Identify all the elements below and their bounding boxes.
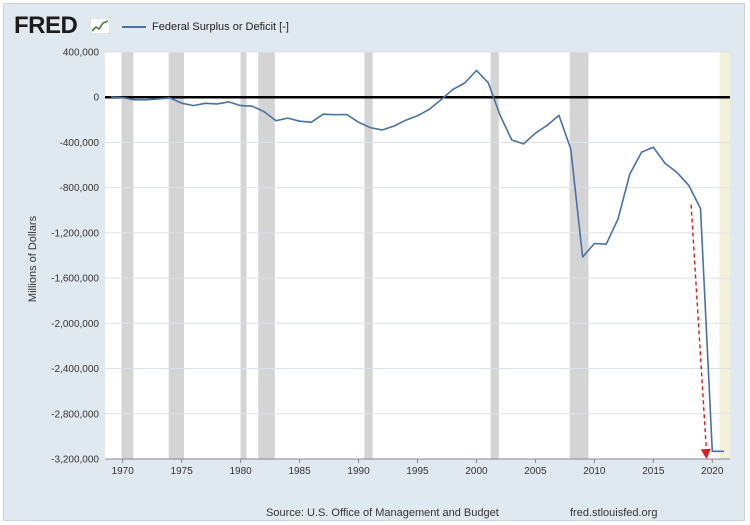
x-tick-label: 1970 bbox=[112, 466, 135, 477]
source-note: Source: U.S. Office of Management and Bu… bbox=[266, 507, 499, 519]
annotation-arrow-head bbox=[700, 448, 711, 459]
annotations bbox=[690, 204, 711, 459]
x-axis-ticks: 1970 1975 1980 1985 1990 1995 2000 2005 2010 2015… bbox=[105, 458, 730, 477]
recession-band bbox=[364, 52, 373, 459]
legend-label: Federal Surplus or Deficit [-] bbox=[152, 21, 289, 33]
recession-band bbox=[168, 52, 185, 459]
highlight-band bbox=[719, 52, 730, 459]
plot-background bbox=[105, 52, 730, 459]
recession-band bbox=[240, 52, 247, 459]
recession-band bbox=[121, 52, 134, 459]
y-tick-label: -2,000,000 bbox=[51, 319, 99, 330]
x-tick-label: 2020 bbox=[701, 466, 724, 477]
y-tick-label: -3,200,000 bbox=[51, 455, 99, 466]
x-tick-label: 2005 bbox=[524, 466, 547, 477]
x-tick-label: 2010 bbox=[583, 466, 606, 477]
series-lines[interactable] bbox=[109, 69, 725, 453]
legend-swatch bbox=[122, 26, 146, 28]
recession-band bbox=[490, 52, 499, 459]
annotation-arrow-shaft bbox=[690, 204, 708, 452]
recession-band bbox=[258, 52, 275, 459]
x-tick-label: 1995 bbox=[406, 466, 429, 477]
x-tick-label: 2015 bbox=[642, 466, 665, 477]
chart-svg: 400,000 0 -400,000 -800,000 -1,200,000 -1,600… bbox=[27, 48, 730, 477]
x-tick-label: 1990 bbox=[347, 466, 370, 477]
x-tick-label: 2000 bbox=[465, 466, 488, 477]
source-link[interactable]: fred.stlouisfed.org bbox=[570, 507, 658, 519]
y-tick-label: 400,000 bbox=[63, 48, 100, 59]
y-tick-label: -800,000 bbox=[60, 183, 100, 194]
y-tick-label: -2,400,000 bbox=[51, 364, 99, 375]
recession-band bbox=[569, 52, 589, 459]
chart-frame: FRED Federal Surplus or Deficit [-] 400,… bbox=[3, 3, 745, 521]
y-axis-label: Millions of Dollars bbox=[27, 215, 39, 302]
fred-logo[interactable]: FRED bbox=[14, 12, 78, 39]
legend: Federal Surplus or Deficit [-] bbox=[122, 19, 289, 35]
y-tick-label: 0 bbox=[93, 93, 99, 104]
y-tick-label: -1,200,000 bbox=[51, 228, 99, 239]
y-tick-label: -2,800,000 bbox=[51, 409, 99, 420]
x-tick-label: 1975 bbox=[171, 466, 194, 477]
x-tick-label: 1980 bbox=[229, 466, 252, 477]
fred-graph-icon bbox=[90, 18, 110, 34]
y-axis-ticks: 400,000 0 -400,000 -800,000 -1,200,000 -1,600… bbox=[51, 48, 99, 466]
plot-area bbox=[105, 52, 730, 459]
series-line[interactable] bbox=[110, 69, 725, 453]
y-tick-label: -400,000 bbox=[60, 138, 100, 149]
y-tick-label: -1,600,000 bbox=[51, 274, 99, 285]
x-tick-label: 1985 bbox=[288, 466, 311, 477]
recession-bands bbox=[121, 52, 730, 459]
